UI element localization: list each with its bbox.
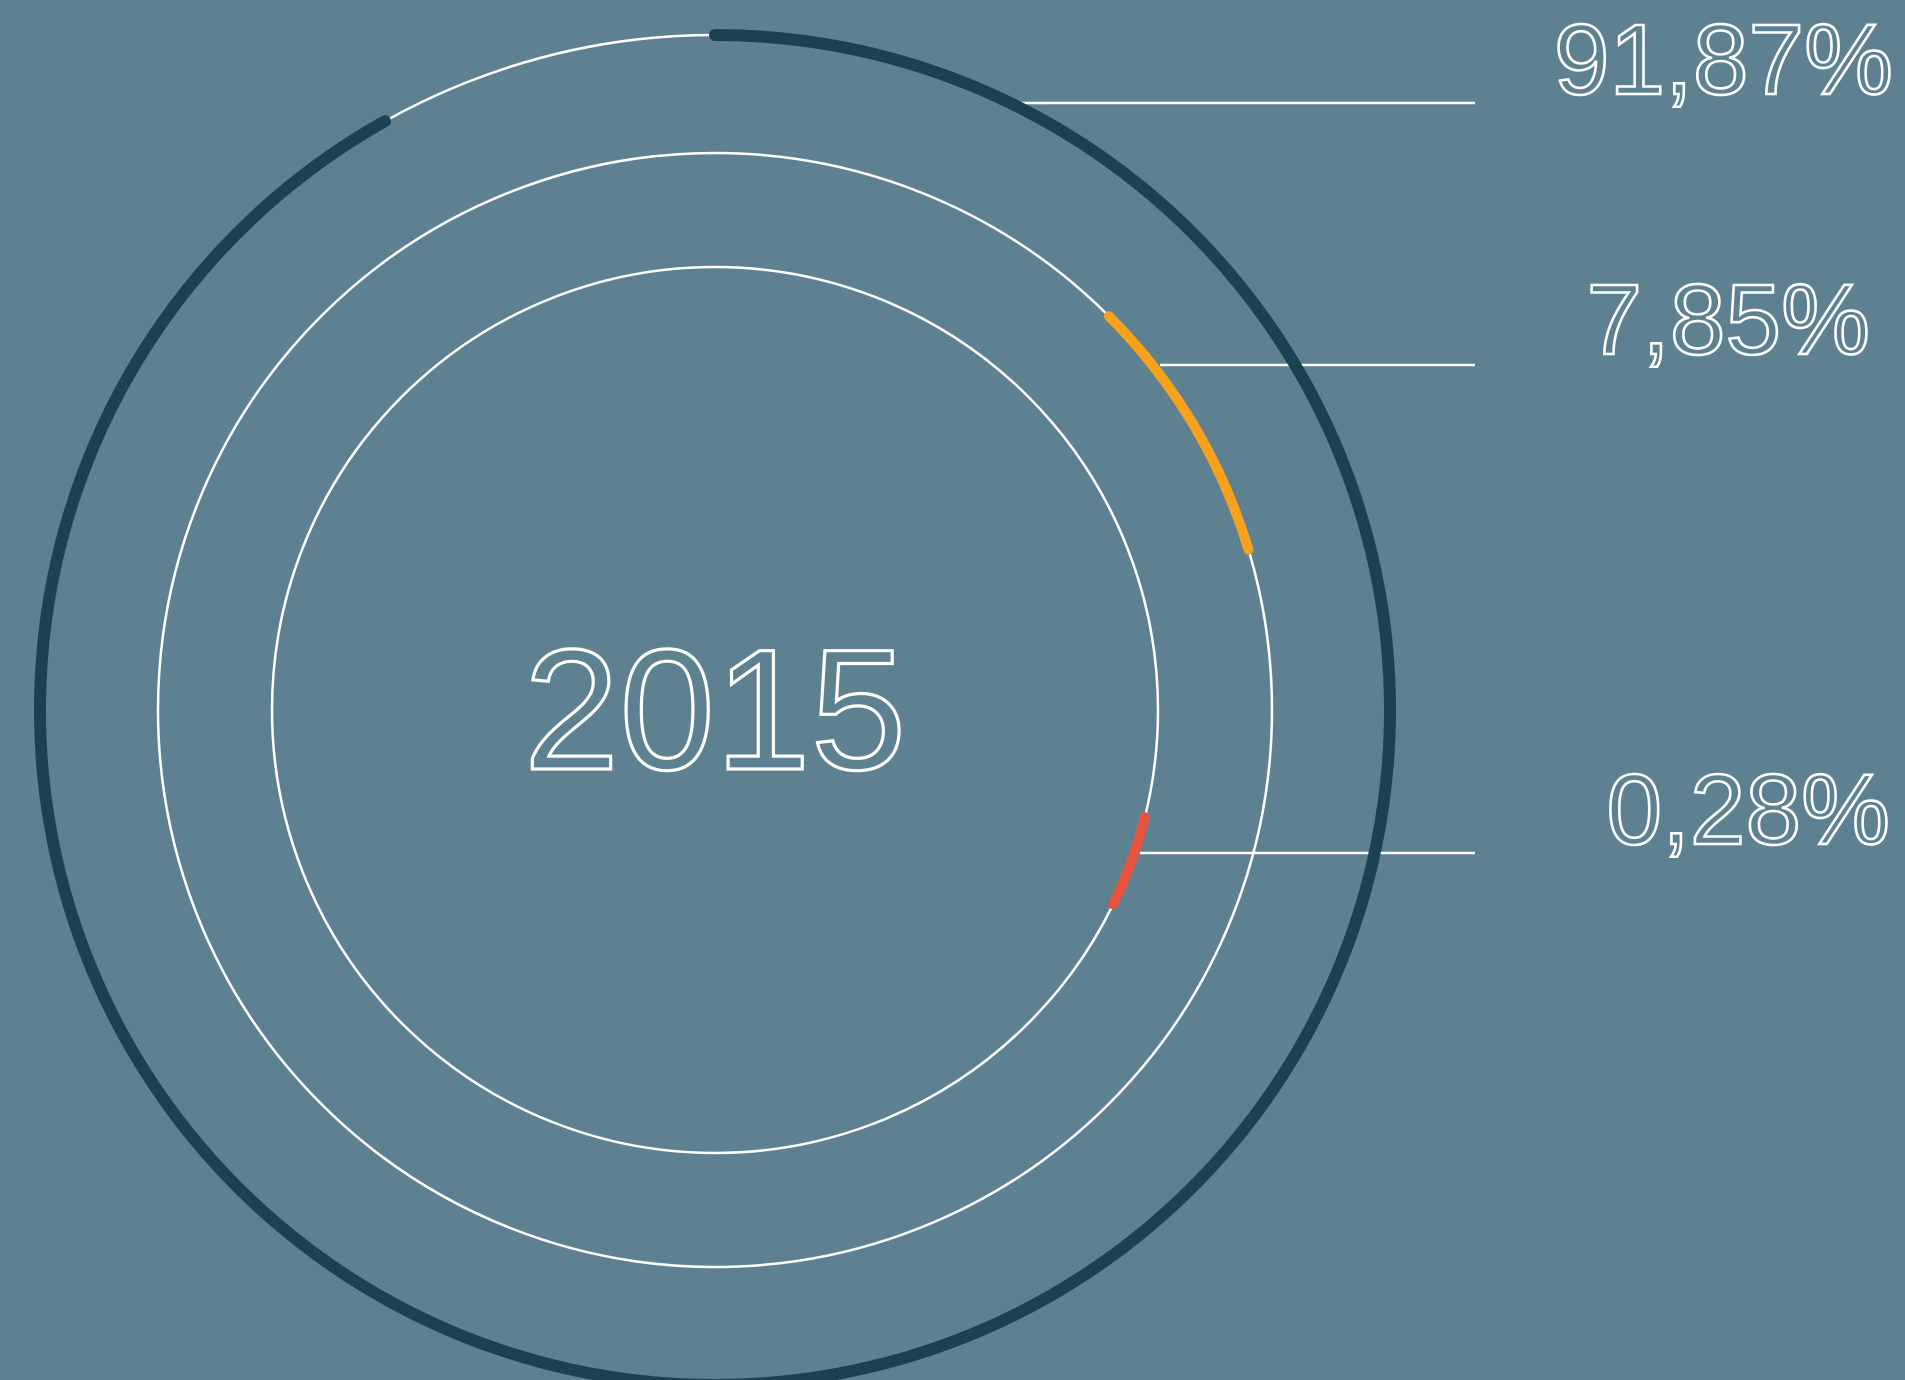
leader-lines [1012, 101, 1475, 855]
value-arcs [34, 29, 1397, 1380]
value-arc-3 [1108, 812, 1150, 910]
value-arc-2 [1103, 311, 1254, 555]
percentage-labels: 91,87% 7,85% 0,28% [1553, 3, 1895, 868]
percentage-label-1: 91,87% [1554, 4, 1893, 116]
center-year-label: 2015 [524, 614, 907, 806]
value-arc-1 [34, 29, 1397, 1380]
ring-track-3 [270, 265, 1160, 1155]
percentage-label-2: 7,85% [1586, 264, 1870, 376]
percentage-label-3: 0,28% [1606, 754, 1890, 866]
ring-track-2 [156, 151, 1274, 1269]
